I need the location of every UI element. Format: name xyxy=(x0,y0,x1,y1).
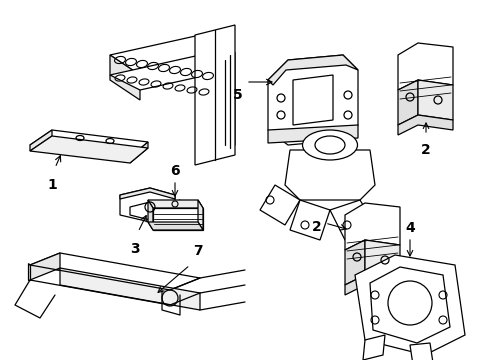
Polygon shape xyxy=(120,188,175,199)
Polygon shape xyxy=(409,343,432,360)
Text: 4: 4 xyxy=(404,221,414,235)
Polygon shape xyxy=(369,267,449,343)
Polygon shape xyxy=(110,35,229,75)
Text: 3: 3 xyxy=(130,242,140,256)
Polygon shape xyxy=(364,240,399,280)
Text: 6: 6 xyxy=(170,164,180,178)
Polygon shape xyxy=(397,115,452,135)
Polygon shape xyxy=(417,80,452,120)
Polygon shape xyxy=(260,185,299,225)
Polygon shape xyxy=(30,253,60,280)
Polygon shape xyxy=(397,80,417,125)
Polygon shape xyxy=(130,202,168,220)
Polygon shape xyxy=(397,43,452,90)
Polygon shape xyxy=(198,200,203,230)
Polygon shape xyxy=(130,142,148,163)
Polygon shape xyxy=(362,335,384,360)
Polygon shape xyxy=(30,136,148,163)
Polygon shape xyxy=(110,55,229,90)
Polygon shape xyxy=(292,75,332,125)
Polygon shape xyxy=(329,200,374,240)
Text: 7: 7 xyxy=(193,244,203,258)
Polygon shape xyxy=(30,253,200,290)
Polygon shape xyxy=(110,55,140,100)
Polygon shape xyxy=(285,150,374,200)
Polygon shape xyxy=(28,263,30,280)
Text: 2: 2 xyxy=(311,220,321,234)
Polygon shape xyxy=(60,268,200,310)
Polygon shape xyxy=(30,130,52,151)
Polygon shape xyxy=(345,275,399,295)
Polygon shape xyxy=(267,55,357,145)
Polygon shape xyxy=(224,52,235,148)
Polygon shape xyxy=(120,188,175,222)
Polygon shape xyxy=(148,200,203,208)
Polygon shape xyxy=(30,130,148,157)
Text: 5: 5 xyxy=(233,88,243,102)
Polygon shape xyxy=(345,203,399,250)
Polygon shape xyxy=(153,208,203,230)
Polygon shape xyxy=(267,55,357,85)
Polygon shape xyxy=(148,200,153,230)
Ellipse shape xyxy=(302,130,357,160)
Polygon shape xyxy=(289,200,329,240)
Polygon shape xyxy=(345,240,364,285)
Text: 1: 1 xyxy=(47,178,57,192)
Ellipse shape xyxy=(314,136,345,154)
Polygon shape xyxy=(195,25,235,165)
Text: 2: 2 xyxy=(420,143,430,157)
Polygon shape xyxy=(168,200,183,215)
Polygon shape xyxy=(354,255,464,355)
Polygon shape xyxy=(148,222,203,230)
Polygon shape xyxy=(267,125,357,143)
